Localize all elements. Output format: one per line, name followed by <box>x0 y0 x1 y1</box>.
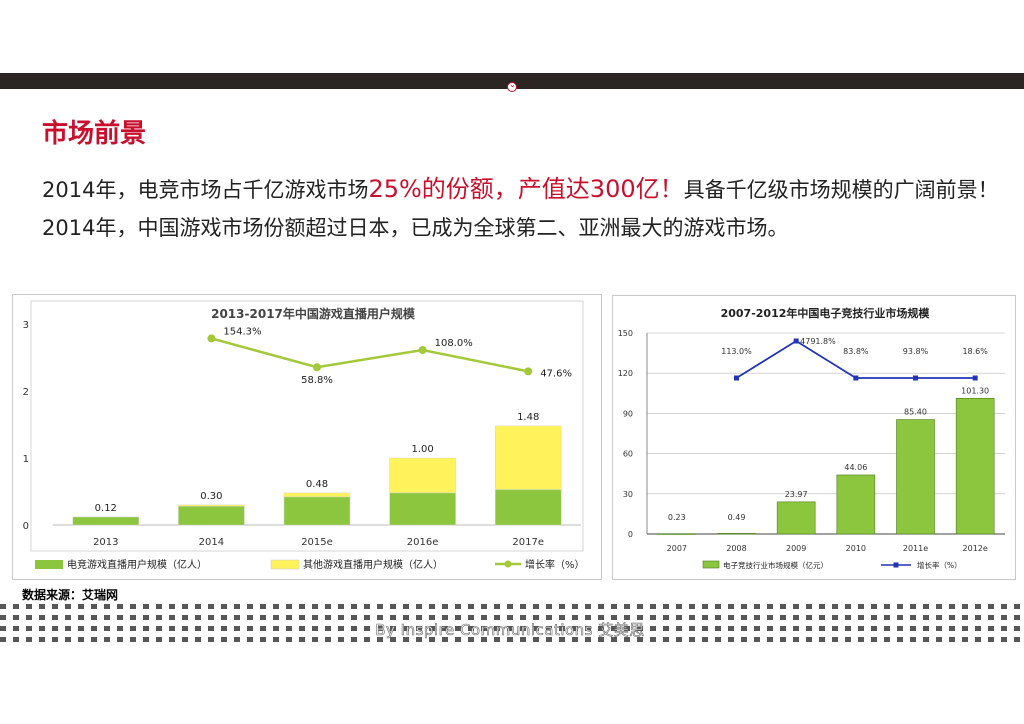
bar <box>896 419 935 535</box>
growth-point <box>207 334 216 343</box>
bar-total-label: 0.12 <box>95 503 117 514</box>
bar <box>72 516 140 526</box>
x-tick-label: 2016e <box>407 537 439 548</box>
bar <box>717 533 756 535</box>
legend-label: 增长率（%） <box>917 560 962 570</box>
x-tick-label: 2008 <box>726 544 746 553</box>
growth-point <box>313 363 321 372</box>
decorative-pattern <box>0 604 1024 648</box>
bar <box>389 492 456 526</box>
bar-value-label: 85.40 <box>904 408 927 417</box>
bar <box>494 489 562 526</box>
growth-label: 108.0% <box>435 338 473 349</box>
chart-title: 2013-2017年中国游戏直播用户规模 <box>211 306 416 321</box>
esports-market-size-chart: 2007-2012年中国电子竞技行业市场规模 0 30 60 90 120 150 0.23 2… <box>612 295 1016 580</box>
bar <box>494 425 562 490</box>
legend-label: 电竞游戏直播用户规模（亿人） <box>67 558 207 571</box>
growth-label: 58.8% <box>301 375 333 386</box>
bar-value-label: 23.97 <box>785 490 808 499</box>
bar <box>389 457 456 494</box>
y-tick-label: 0 <box>628 530 633 539</box>
growth-point <box>418 346 427 354</box>
growth-label: 154.3% <box>223 326 261 337</box>
x-tick-label: 2010 <box>846 544 866 553</box>
bar <box>283 496 351 526</box>
live-streaming-users-chart: 2013-2017年中国游戏直播用户规模 0 1 2 3 0.12 2013 0.30 2014… <box>12 294 602 580</box>
growth-line <box>211 337 529 373</box>
bar <box>283 492 351 498</box>
x-tick-label: 2015e <box>301 537 333 548</box>
growth-label: 47.6% <box>540 368 572 379</box>
y-tick-label: 120 <box>618 369 633 378</box>
data-source-note: 数据来源：艾瑞网 <box>22 588 119 602</box>
legend-swatch <box>35 560 63 569</box>
growth-point <box>972 375 978 381</box>
bar <box>178 504 245 507</box>
chevron-down-icon: ⌄ <box>507 80 517 92</box>
x-tick-label: 2012e <box>963 544 988 553</box>
bar-value-label: 44.06 <box>844 463 867 472</box>
y-tick-label: 30 <box>623 490 633 499</box>
y-tick-label: 150 <box>618 329 633 338</box>
bar-value-label: 0.23 <box>668 513 686 522</box>
esports-market-size-chart-svg: 2007-2012年中国电子竞技行业市场规模 0 30 60 90 120 150 0.23 2… <box>618 306 1005 570</box>
growth-label: 83.8% <box>843 347 869 356</box>
bar-total-label: 1.48 <box>517 412 539 423</box>
chart-title: 2007-2012年中国电子竞技行业市场规模 <box>721 306 931 320</box>
legend-label: 电子竞技行业市场规模（亿元） <box>723 560 828 570</box>
growth-point <box>524 367 533 376</box>
growth-label: 4791.8% <box>800 337 836 346</box>
growth-label: 113.0% <box>721 347 752 356</box>
bar-total-label: 0.30 <box>200 491 222 502</box>
x-tick-label: 2007 <box>667 544 687 553</box>
growth-point <box>734 375 739 381</box>
x-tick-label: 2014 <box>199 537 224 548</box>
bar-value-label: 101.30 <box>961 386 989 395</box>
legend-swatch <box>270 559 300 570</box>
legend-swatch <box>702 560 720 569</box>
top-banner-bar <box>0 73 1024 89</box>
y-tick-label: 60 <box>623 450 633 459</box>
live-streaming-users-chart-svg: 2013-2017年中国游戏直播用户规模 0 1 2 3 0.12 2013 0.30 2014… <box>23 300 585 571</box>
legend-label: 增长率（%） <box>525 558 585 571</box>
legend-label: 其他游戏直播用户规模（亿人） <box>303 558 443 571</box>
y-tick-label: 2 <box>23 387 29 398</box>
bar-total-label: 1.00 <box>411 444 433 455</box>
y-tick-label: 3 <box>23 320 29 331</box>
growth-point <box>913 375 918 381</box>
watermark: By Inspire Communications 艾美思 <box>375 621 645 640</box>
intro-text-1: 2014年，电竞市场占千亿游戏市场 <box>42 178 369 202</box>
x-tick-label: 2009 <box>786 544 806 553</box>
bar <box>657 533 697 535</box>
bar-total-label: 0.48 <box>306 479 328 490</box>
bar <box>776 501 816 535</box>
legend-marker <box>504 560 512 568</box>
growth-label: 93.8% <box>903 347 929 356</box>
legend-marker <box>893 562 899 568</box>
intro-paragraph: 2014年，电竞市场占千亿游戏市场25%的份额，产值达300亿！具备千亿级市场规… <box>42 170 1002 247</box>
section-title: 市场前景 <box>42 119 147 149</box>
growth-point <box>853 375 859 381</box>
intro-highlight: 25%的份额，产值达300亿！ <box>368 175 684 203</box>
x-tick-label: 2013 <box>93 537 118 548</box>
bar-value-label: 0.49 <box>728 513 746 522</box>
growth-point <box>793 338 799 344</box>
y-tick-label: 0 <box>23 521 29 532</box>
x-tick-label: 2011e <box>903 544 928 553</box>
y-tick-label: 90 <box>623 409 633 418</box>
bar <box>178 505 245 526</box>
bar <box>955 397 995 535</box>
x-tick-label: 2017e <box>512 537 544 548</box>
growth-label: 18.6% <box>962 347 988 356</box>
bar <box>836 474 876 535</box>
intro-text-2: 具备千亿级市场规模的广阔前景！2014年，中国游戏市场份额超过日本，已成为全球第… <box>42 178 999 240</box>
y-tick-label: 1 <box>23 454 29 465</box>
